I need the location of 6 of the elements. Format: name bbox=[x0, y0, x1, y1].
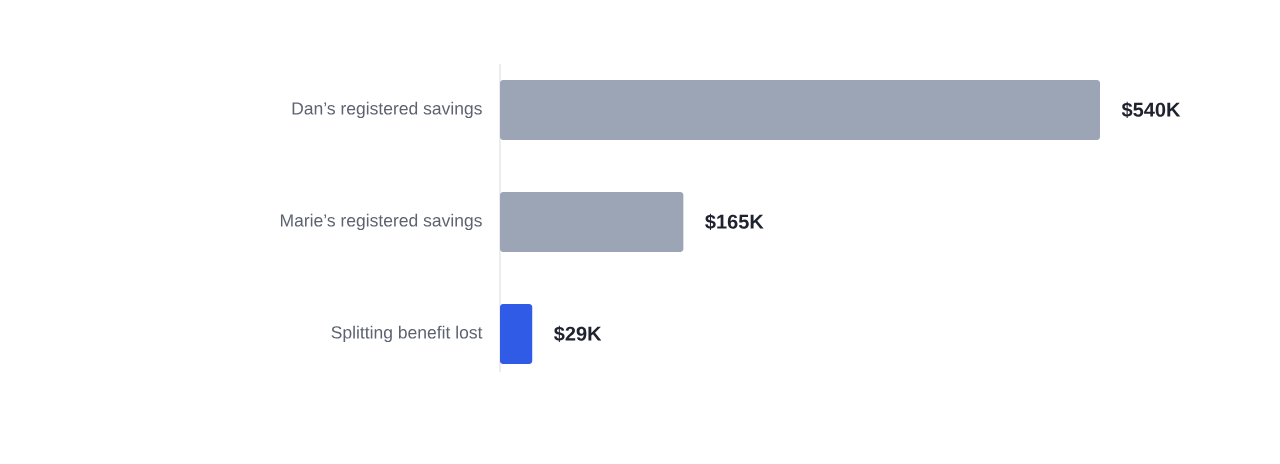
y-tick-label: Splitting benefit lost bbox=[331, 325, 483, 343]
y-tick-label: Dan’s registered savings bbox=[292, 101, 482, 119]
data-label: $540K bbox=[1121, 101, 1181, 119]
data-label: $165K bbox=[705, 213, 764, 231]
data-label: $29K bbox=[554, 325, 602, 343]
y-tick-label: Marie’s registered savings bbox=[280, 213, 482, 231]
